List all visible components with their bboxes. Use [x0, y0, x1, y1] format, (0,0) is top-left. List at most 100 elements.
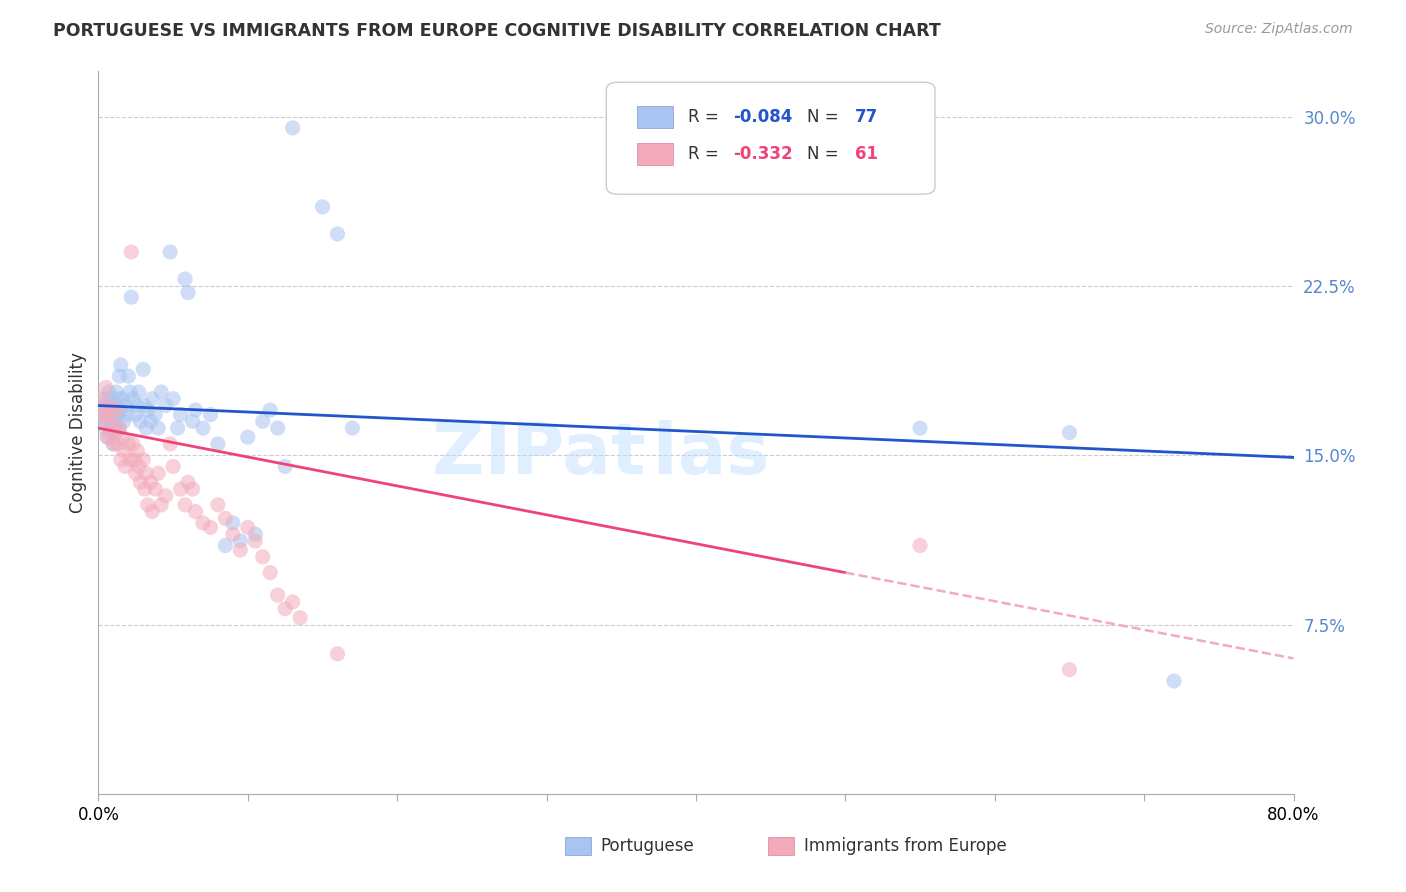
- Point: [103, 437, 125, 451]
- Point: [1163, 673, 1185, 688]
- Point: [342, 421, 364, 435]
- Point: [103, 408, 125, 422]
- Point: [174, 498, 197, 512]
- Text: R =: R =: [688, 145, 724, 163]
- Point: [1059, 425, 1081, 440]
- Point: [143, 482, 166, 496]
- Text: -0.084: -0.084: [733, 108, 793, 126]
- Point: [326, 647, 349, 661]
- Point: [132, 362, 155, 376]
- Point: [97, 408, 120, 422]
- Point: [184, 505, 207, 519]
- Point: [118, 384, 141, 399]
- Point: [93, 421, 115, 435]
- Point: [108, 421, 131, 435]
- Point: [150, 498, 173, 512]
- Point: [114, 399, 136, 413]
- Point: [169, 408, 191, 422]
- Point: [110, 403, 132, 417]
- Point: [222, 527, 245, 541]
- Point: [214, 539, 236, 553]
- Y-axis label: Cognitive Disability: Cognitive Disability: [69, 352, 87, 513]
- Point: [110, 452, 132, 467]
- Point: [908, 539, 931, 553]
- Point: [259, 566, 281, 580]
- Point: [98, 399, 122, 413]
- Point: [245, 527, 267, 541]
- Point: [136, 403, 159, 417]
- Point: [94, 380, 117, 394]
- Point: [281, 120, 304, 135]
- Point: [252, 414, 274, 428]
- FancyBboxPatch shape: [606, 82, 935, 194]
- Point: [136, 498, 159, 512]
- Point: [267, 421, 290, 435]
- Point: [191, 421, 214, 435]
- Point: [94, 414, 117, 428]
- Point: [135, 421, 157, 435]
- Point: [181, 414, 204, 428]
- Point: [174, 272, 197, 286]
- Point: [105, 384, 128, 399]
- Point: [191, 516, 214, 530]
- Point: [94, 414, 117, 428]
- Text: 61: 61: [855, 145, 877, 163]
- Point: [125, 467, 148, 481]
- Point: [148, 421, 170, 435]
- Text: R =: R =: [688, 108, 724, 126]
- Point: [121, 437, 143, 451]
- Point: [107, 392, 129, 406]
- Point: [236, 430, 259, 444]
- Point: [121, 392, 143, 406]
- Point: [155, 399, 177, 413]
- Point: [93, 408, 115, 422]
- Point: [114, 459, 136, 474]
- Text: N =: N =: [807, 145, 844, 163]
- Point: [108, 421, 131, 435]
- Point: [112, 443, 135, 458]
- Point: [118, 452, 141, 467]
- Point: [200, 520, 222, 534]
- Point: [108, 369, 131, 384]
- Point: [326, 227, 349, 241]
- Point: [148, 467, 170, 481]
- Point: [111, 430, 134, 444]
- Point: [98, 421, 122, 435]
- Point: [101, 414, 124, 428]
- Point: [98, 425, 122, 440]
- Point: [90, 403, 112, 417]
- FancyBboxPatch shape: [768, 838, 794, 855]
- Point: [104, 421, 127, 435]
- Point: [141, 392, 163, 406]
- Point: [104, 399, 127, 413]
- Point: [101, 392, 124, 406]
- Text: -0.332: -0.332: [733, 145, 793, 163]
- Point: [91, 403, 114, 417]
- Point: [259, 403, 281, 417]
- Point: [229, 533, 252, 548]
- Point: [274, 601, 297, 615]
- Point: [311, 200, 333, 214]
- Point: [166, 421, 188, 435]
- Point: [159, 244, 181, 259]
- Point: [125, 408, 148, 422]
- Text: N =: N =: [807, 108, 844, 126]
- Point: [207, 437, 229, 451]
- FancyBboxPatch shape: [565, 838, 591, 855]
- Point: [97, 399, 120, 413]
- Point: [274, 459, 297, 474]
- Point: [128, 459, 150, 474]
- Text: PORTUGUESE VS IMMIGRANTS FROM EUROPE COGNITIVE DISABILITY CORRELATION CHART: PORTUGUESE VS IMMIGRANTS FROM EUROPE COG…: [53, 22, 941, 40]
- Point: [104, 414, 127, 428]
- Point: [150, 384, 173, 399]
- Point: [177, 285, 200, 300]
- Point: [90, 392, 112, 406]
- Point: [124, 452, 146, 467]
- Point: [281, 595, 304, 609]
- Point: [105, 425, 128, 440]
- Point: [110, 358, 132, 372]
- Point: [134, 482, 156, 496]
- Point: [155, 489, 177, 503]
- Point: [207, 498, 229, 512]
- Point: [129, 475, 152, 490]
